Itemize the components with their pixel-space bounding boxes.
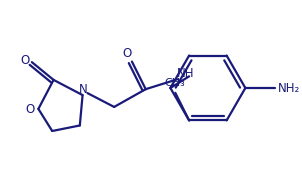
- Text: O: O: [122, 47, 132, 60]
- Text: O: O: [26, 103, 35, 116]
- Text: N: N: [79, 83, 88, 96]
- Text: O: O: [20, 54, 30, 67]
- Text: NH₂: NH₂: [278, 82, 300, 96]
- Text: NH: NH: [176, 67, 194, 80]
- Text: CH₃: CH₃: [164, 78, 185, 88]
